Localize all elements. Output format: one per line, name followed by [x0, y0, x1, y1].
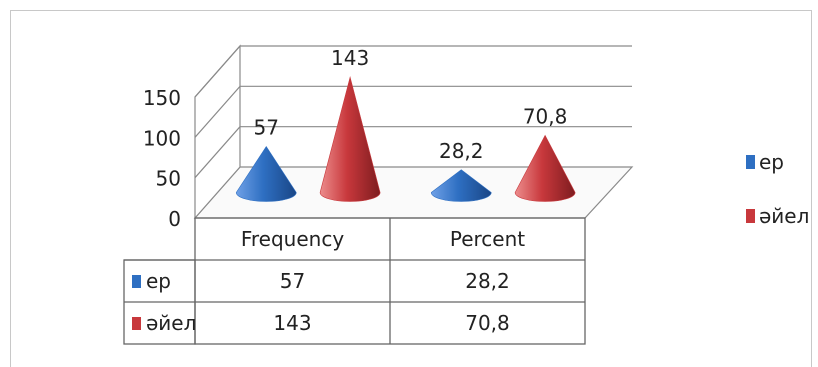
data-label: 57 — [254, 116, 279, 140]
y-tick-label: 100 — [143, 126, 181, 150]
table-cell: 28,2 — [465, 269, 510, 293]
gridline — [194, 85, 632, 138]
legend-label: ер — [759, 150, 784, 174]
data-label: 143 — [331, 46, 369, 70]
data-labels: 57 143 28,2 70,8 — [254, 46, 568, 163]
y-tick-label: 0 — [168, 207, 181, 231]
cone-1-1 — [514, 134, 576, 202]
cone-1-0 — [319, 75, 381, 202]
gridline — [194, 126, 632, 179]
data-label: 70,8 — [523, 104, 568, 128]
table-header: Frequency — [241, 227, 344, 251]
y-axis: 0 50 100 150 — [143, 86, 181, 231]
cone-0-1 — [430, 169, 492, 202]
cone-0-0 — [235, 145, 297, 202]
legend-label: әйел — [759, 204, 809, 228]
table-key-label: әйел — [146, 311, 196, 335]
legend-swatch — [746, 155, 755, 169]
gridline — [194, 45, 632, 98]
table-key-label: ер — [146, 269, 171, 293]
legend-swatch — [746, 209, 755, 223]
legend: ер әйел — [746, 150, 809, 228]
data-table: Frequency 57 143 Percent 28,2 70,8 ер әйел — [123, 217, 586, 345]
table-header: Percent — [450, 227, 525, 251]
y-tick-label: 150 — [143, 86, 181, 110]
table-cell: 57 — [280, 269, 305, 293]
table-cell: 70,8 — [465, 311, 510, 335]
table-key-swatch — [132, 317, 141, 330]
table-key-swatch — [132, 275, 141, 288]
table-cell: 143 — [273, 311, 311, 335]
data-label: 28,2 — [439, 139, 484, 163]
cones — [235, 75, 576, 202]
y-tick-label: 50 — [156, 167, 181, 191]
